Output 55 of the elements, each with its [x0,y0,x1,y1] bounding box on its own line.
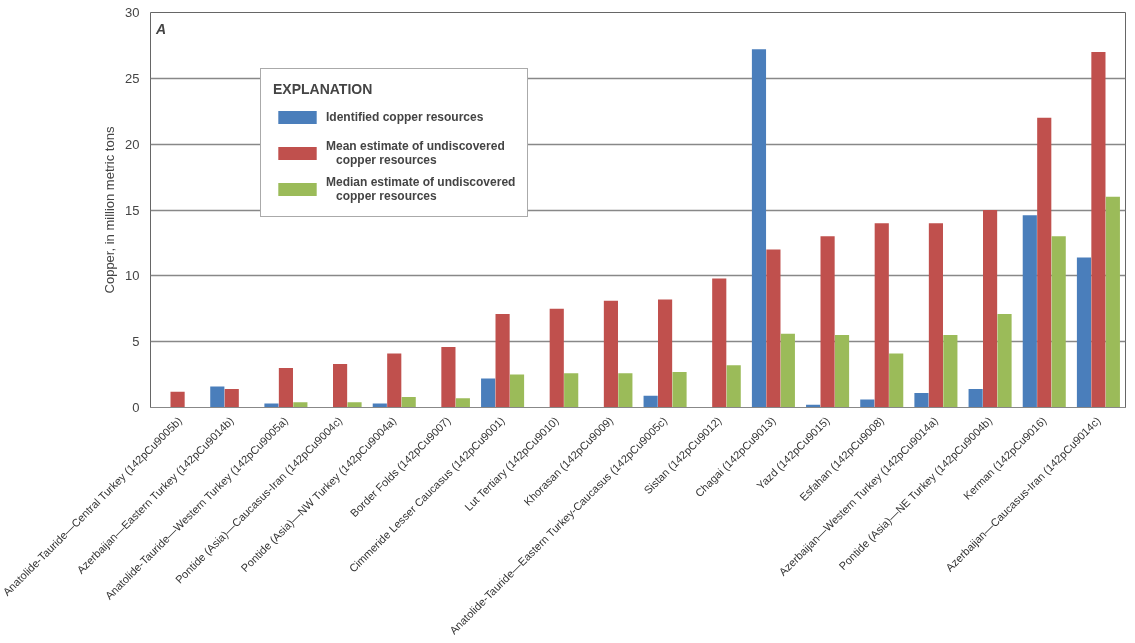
bar [455,398,470,408]
bar [278,368,293,408]
bar [495,314,510,408]
bar [293,402,308,408]
bar [780,333,795,408]
bar [914,393,929,408]
legend-label: Mean estimate of undiscovered copper resources [326,138,505,168]
y-tick-label: 10 [125,268,140,284]
bar [672,371,687,408]
y-axis-title: Copper, in million metric tons [102,126,118,294]
bar [1105,196,1120,408]
bar [983,210,998,408]
bar [224,389,239,408]
bar [658,299,673,408]
bar [170,391,185,408]
bar [1091,52,1106,408]
legend-label: Median estimate of undiscovered copper resources [326,174,516,204]
bar [1037,117,1052,408]
y-tick-label: 0 [132,400,140,415]
y-tick-label: 20 [125,136,140,152]
annotation: A [154,20,167,37]
bar [968,389,983,408]
y-tick-label: 25 [125,70,140,86]
bar [943,335,958,408]
bar [1051,236,1066,408]
bar [401,396,416,408]
y-tick-label: 30 [125,5,140,20]
bar [1076,257,1092,408]
legend-label: Identified copper resources [326,109,484,126]
bar [387,353,402,408]
bar [834,335,850,408]
bar [643,395,658,408]
y-tick-label: 15 [125,202,140,218]
legend-title: EXPLANATION [273,81,374,97]
bar [997,314,1012,408]
bar [441,346,456,408]
bar [603,300,618,408]
bar [481,378,496,408]
bar [889,353,904,408]
bar [874,223,889,408]
bar [509,374,525,408]
bar [564,373,579,408]
bar [726,365,741,408]
bar [820,236,835,408]
bar [1022,215,1037,408]
bar [751,49,767,408]
bar [549,308,564,408]
bar [766,249,781,408]
bar [333,364,348,408]
bar [347,402,362,408]
y-tick-label: 5 [132,334,140,350]
bar [928,223,943,408]
bar [712,278,727,408]
bar [618,373,633,408]
bar [210,386,225,408]
